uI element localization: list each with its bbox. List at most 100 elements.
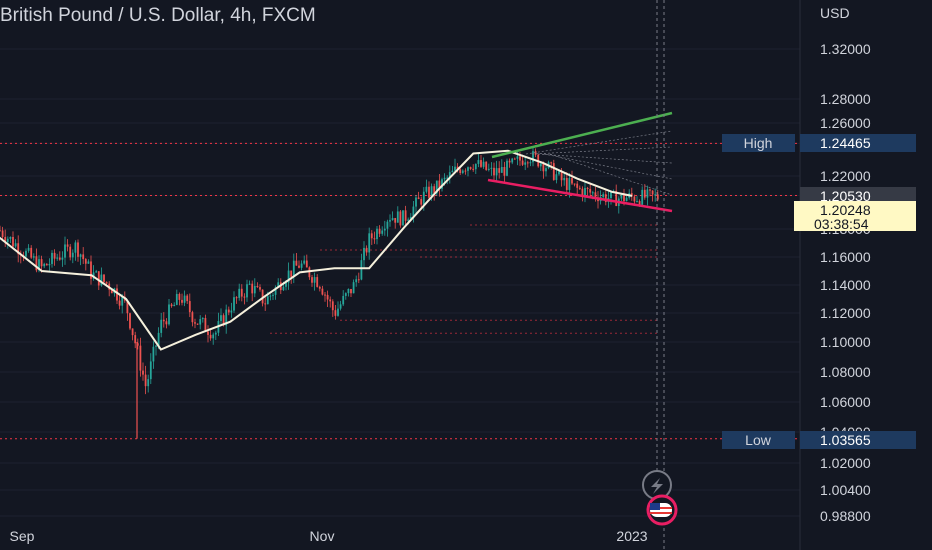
candle-body — [134, 335, 137, 344]
candle-body — [373, 238, 376, 240]
currency-label: USD — [820, 5, 850, 21]
low-tag-label-bg — [722, 431, 795, 449]
candle-body — [30, 247, 33, 258]
price-tick-label: 1.12000 — [820, 305, 871, 321]
candle-body — [589, 188, 592, 193]
candle-body — [25, 250, 27, 257]
candle-body — [352, 282, 355, 294]
price-tick-label: 1.32000 — [820, 41, 871, 57]
price-tick-label: 0.98800 — [820, 508, 871, 524]
candle-body — [214, 332, 217, 335]
candle-body — [643, 189, 646, 198]
candle-body — [344, 293, 347, 296]
candle-body — [318, 286, 321, 289]
prev-close-bg — [800, 187, 916, 205]
candle-body — [285, 282, 287, 287]
candle-body — [446, 177, 449, 179]
candle-body — [571, 178, 573, 184]
candle-body — [459, 169, 462, 174]
fan-line — [549, 153, 673, 196]
candle-body — [555, 174, 558, 180]
candle-body — [35, 256, 38, 271]
candle-body — [196, 323, 199, 325]
high-tag-label: High — [744, 135, 773, 151]
moving-average-line — [0, 149, 633, 351]
candle-body — [376, 228, 378, 240]
candle-body — [131, 328, 134, 336]
candle-body — [139, 345, 142, 371]
candle-body — [194, 322, 196, 324]
candle-body — [443, 177, 446, 180]
candle-body — [230, 310, 233, 313]
candle-body — [516, 156, 519, 159]
candle-body — [220, 315, 222, 322]
candle-body — [100, 274, 103, 286]
candle-body — [461, 170, 464, 174]
candle-body — [438, 180, 441, 189]
level-lines-layer — [0, 142, 800, 440]
price-tick-label: 1.06000 — [820, 394, 871, 410]
candle-body — [339, 304, 342, 309]
low-tag-value: 1.03565 — [820, 432, 871, 448]
candle-body — [110, 289, 113, 294]
candle-body — [441, 179, 443, 189]
candle-body — [412, 206, 415, 218]
high-tag-value-bg — [800, 134, 916, 152]
candle-body — [256, 286, 259, 288]
time-tick-label: Nov — [310, 528, 335, 544]
vertical-markers-layer — [656, 0, 665, 550]
candle-body — [181, 299, 183, 303]
candle-body — [602, 194, 605, 197]
candle-body — [9, 236, 12, 239]
candle-body — [290, 270, 293, 277]
candle-body — [77, 242, 79, 257]
candle-body — [6, 238, 9, 243]
candle-body — [321, 288, 324, 295]
candle-body — [38, 259, 40, 271]
trendlines-layer — [487, 111, 673, 213]
candle-body — [155, 345, 157, 347]
candle-body — [87, 261, 90, 264]
candle-body — [357, 279, 360, 281]
candle-body — [235, 297, 238, 299]
candle-body — [513, 158, 516, 160]
candle-body — [568, 178, 571, 190]
upper-trendline — [491, 111, 673, 159]
candle-body — [17, 243, 20, 255]
candle-body — [435, 180, 438, 194]
candle-body — [477, 160, 480, 164]
price-tick-label: 1.14000 — [820, 277, 871, 293]
candle-body — [222, 315, 225, 326]
candle-body — [495, 168, 498, 176]
time-tick-label: 2023 — [616, 528, 647, 544]
candle-body — [43, 263, 46, 267]
high-tag-label-bg — [722, 134, 795, 152]
candle-body — [142, 370, 144, 375]
price-tick-label: 1.26000 — [820, 115, 871, 131]
candle-body — [209, 334, 212, 339]
last-price-value: 1.20248 — [820, 202, 871, 218]
candle-body — [394, 218, 397, 223]
candle-body — [428, 186, 430, 198]
fan-line — [531, 146, 673, 155]
candle-body — [456, 166, 459, 170]
candle-body — [581, 188, 584, 197]
candle-body — [274, 287, 277, 295]
fan-line — [543, 153, 673, 180]
candle-body — [121, 296, 124, 306]
flag-canton — [650, 503, 660, 510]
candle-body — [95, 271, 98, 273]
candle-body — [378, 228, 381, 234]
candle-body — [253, 286, 256, 294]
candle-body — [266, 296, 269, 305]
candles-layer — [0, 146, 659, 439]
candle-body — [532, 151, 534, 163]
candle-body — [186, 295, 189, 302]
candle-body — [1, 230, 4, 237]
candle-body — [32, 256, 35, 258]
candle-body — [147, 379, 150, 387]
candle-body — [243, 296, 246, 298]
candle-body — [503, 166, 506, 176]
candle-body — [396, 211, 399, 223]
